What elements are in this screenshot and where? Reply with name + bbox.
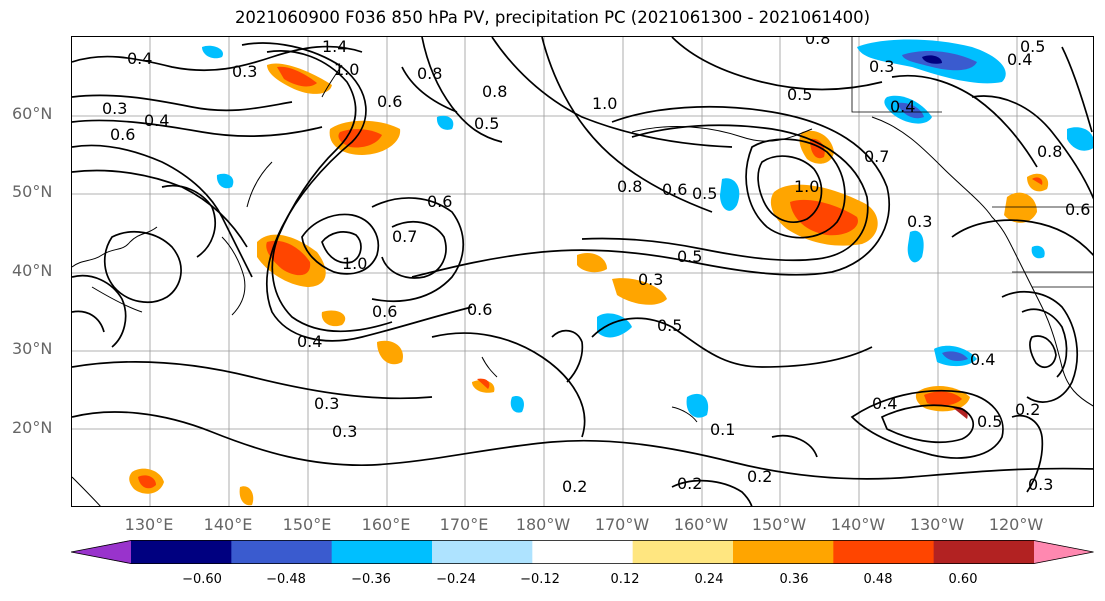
lon-label: 130°E <box>124 515 174 534</box>
colorbar-tick: 0.48 <box>863 572 893 587</box>
lat-label: 40°N <box>12 261 53 280</box>
contour-label: 0.6 <box>467 300 492 319</box>
contour-label: 0.5 <box>692 184 717 203</box>
lon-label: 170°E <box>439 515 489 534</box>
contour-label: 0.2 <box>677 474 702 493</box>
contour-label: 0.8 <box>805 37 830 48</box>
colorbar-tick: 0.60 <box>948 572 978 587</box>
contour-label: 0.5 <box>787 85 812 104</box>
colorbar-extend-min <box>71 540 131 564</box>
colorbar-tick: −0.36 <box>351 572 391 587</box>
lon-label: 120°W <box>988 515 1044 534</box>
coastlines <box>72 64 1093 506</box>
contour-label: 0.8 <box>482 82 507 101</box>
contour-label: 0.5 <box>474 114 499 133</box>
lon-label: 130°W <box>909 515 965 534</box>
contour-label: 0.3 <box>232 62 257 81</box>
contour-label: 0.4 <box>890 97 915 116</box>
lon-label: 160°W <box>673 515 729 534</box>
lon-label: 150°E <box>282 515 332 534</box>
contour-label: 0.3 <box>869 57 894 76</box>
lat-label: 50°N <box>12 182 53 201</box>
contour-label: 0.2 <box>747 467 772 486</box>
lon-label: 170°W <box>594 515 650 534</box>
colorbar <box>71 540 1094 564</box>
contour-label: 1.4 <box>322 37 347 56</box>
lat-label: 30°N <box>12 339 53 358</box>
colorbar-tick: 0.36 <box>779 572 809 587</box>
contour-label: 0.4 <box>297 332 322 351</box>
contour-label: 0.4 <box>1007 50 1032 69</box>
contour-label: 0.3 <box>1028 475 1053 494</box>
contour-label: 0.5 <box>677 247 702 266</box>
contour-label: 0.8 <box>1037 142 1062 161</box>
colorbar-segment <box>432 540 533 564</box>
contour-label: 0.6 <box>427 192 452 211</box>
contour-label: 1.0 <box>342 254 367 273</box>
colorbar-segment <box>933 540 1035 564</box>
contour-label: 0.6 <box>662 180 687 199</box>
lon-label: 180°W <box>515 515 571 534</box>
contour-label: 1.0 <box>334 60 359 79</box>
lon-label: 150°W <box>751 515 807 534</box>
contour-label: 0.5 <box>1020 37 1045 56</box>
contour-label: 0.7 <box>392 227 417 246</box>
contour-label: 0.3 <box>314 394 339 413</box>
map-panel: 0.4 0.3 0.3 0.4 0.6 1.0 1.4 0.8 0.5 0.6 … <box>71 36 1094 507</box>
contour-label: 1.0 <box>794 177 819 196</box>
contour-label: 0.7 <box>864 147 889 166</box>
contour-label: 1.0 <box>592 94 617 113</box>
contour-label: 0.2 <box>562 477 587 496</box>
colorbar-segment <box>833 540 935 564</box>
political-borders <box>851 37 1093 288</box>
contour-label: 0.3 <box>332 422 357 441</box>
lon-label: 160°E <box>361 515 411 534</box>
contour-label: 0.6 <box>372 302 397 321</box>
contour-label: 0.5 <box>657 316 682 335</box>
colorbar-tick: −0.12 <box>520 572 560 587</box>
contour-label: 0.4 <box>872 394 897 413</box>
lat-label: 20°N <box>12 418 53 437</box>
lat-label: 60°N <box>12 104 53 123</box>
contour-label: 0.3 <box>638 270 663 289</box>
colorbar-segment <box>131 540 232 564</box>
colorbar-tick: −0.48 <box>266 572 306 587</box>
colorbar-segment <box>331 540 433 564</box>
colorbar-tick: −0.24 <box>436 572 476 587</box>
contour-label: 0.3 <box>102 99 127 118</box>
colorbar-segment <box>632 540 734 564</box>
contour-label: 0.4 <box>970 350 995 369</box>
contour-label: 0.4 <box>144 111 169 130</box>
colorbar-segment <box>733 540 834 564</box>
colorbar-outline <box>71 540 1094 564</box>
contour-label: 0.6 <box>377 92 402 111</box>
contour-label: 0.1 <box>710 420 735 439</box>
contour-label: 0.8 <box>617 177 642 196</box>
colorbar-tick: 0.24 <box>694 572 724 587</box>
colorbar-tick: −0.60 <box>182 572 222 587</box>
contour-label: 0.8 <box>417 64 442 83</box>
contour-label: 0.6 <box>1065 200 1090 219</box>
contour-label: 0.5 <box>977 412 1002 431</box>
map-canvas: 0.4 0.3 0.3 0.4 0.6 1.0 1.4 0.8 0.5 0.6 … <box>72 37 1093 506</box>
contour-label: 0.6 <box>110 125 135 144</box>
colorbar-segment <box>231 540 333 564</box>
colorbar-segment <box>532 540 634 564</box>
contour-label: 0.3 <box>907 212 932 231</box>
contour-labels: 0.4 0.3 0.3 0.4 0.6 1.0 1.4 0.8 0.5 0.6 … <box>102 37 1090 496</box>
lon-label: 140°W <box>830 515 886 534</box>
pv-contours <box>72 37 1093 506</box>
precip-shading <box>129 39 1093 506</box>
lon-label: 140°E <box>203 515 253 534</box>
contour-label: 0.4 <box>127 49 152 68</box>
colorbar-extend-max <box>1034 540 1094 564</box>
contour-label: 0.2 <box>1015 400 1040 419</box>
map-title: 2021060900 F036 850 hPa PV, precipitatio… <box>234 8 871 27</box>
colorbar-tick: 0.12 <box>610 572 640 587</box>
